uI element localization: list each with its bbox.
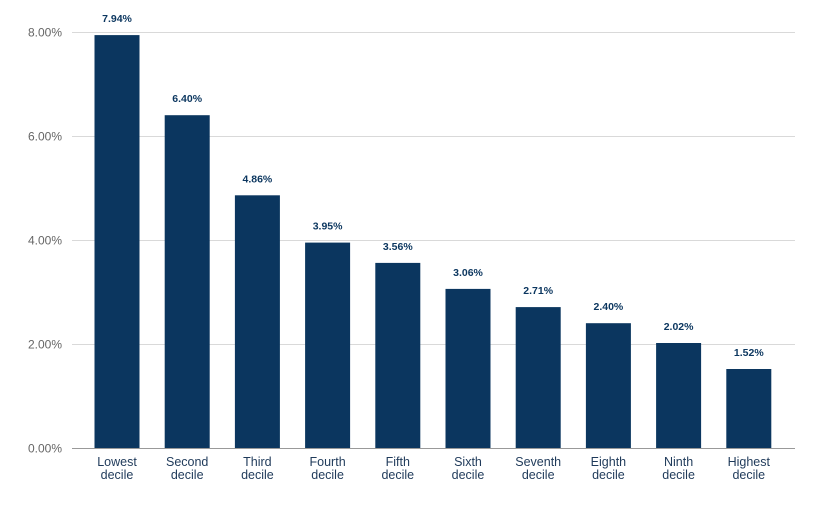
category-label-line: decile (241, 468, 274, 482)
data-labels: 7.94% 6.40% 4.86% 3.95% 3.56% 3.06% 2.71% 2.40%… (102, 13, 764, 359)
bar (305, 242, 351, 448)
category-label: Third decile (241, 455, 274, 482)
data-label: 6.40% (172, 93, 202, 105)
category-label: Fifth decile (381, 455, 414, 482)
category-label-line: Ninth (664, 455, 693, 469)
category-label: Sixth decile (452, 455, 485, 482)
y-tick-label: 6.00% (28, 130, 62, 144)
category-label-line: decile (662, 468, 695, 482)
category-label-line: decile (452, 468, 485, 482)
bar (445, 288, 491, 448)
category-label-line: Sixth (454, 455, 482, 469)
data-label: 1.52% (734, 347, 764, 359)
category-label-line: decile (381, 468, 414, 482)
y-tick-label: 2.00% (28, 338, 62, 352)
category-label: Lowest decile (97, 455, 137, 482)
category-label: Fourth decile (310, 455, 346, 482)
y-tick-label: 8.00% (28, 26, 62, 40)
data-label: 2.02% (664, 321, 694, 333)
y-tick-label: 0.00% (28, 442, 62, 456)
category-label-line: Second (166, 455, 208, 469)
data-label: 3.95% (313, 221, 343, 233)
category-label-line: decile (732, 468, 765, 482)
category-label-line: Seventh (515, 455, 561, 469)
category-label-line: decile (101, 468, 134, 482)
category-label-line: decile (592, 468, 625, 482)
category-label-line: Eighth (591, 455, 626, 469)
data-label: 3.06% (453, 267, 483, 279)
data-label: 4.86% (243, 173, 273, 185)
category-label-line: Fifth (386, 455, 410, 469)
category-label-line: decile (311, 468, 344, 482)
bar (515, 307, 561, 448)
bar (375, 262, 421, 448)
category-label: Second decile (166, 455, 208, 482)
category-label-line: Highest (728, 455, 771, 469)
category-label: Seventh decile (515, 455, 561, 482)
data-label: 3.56% (383, 241, 413, 253)
bars (94, 35, 772, 448)
category-label-line: decile (522, 468, 555, 482)
data-label: 2.40% (594, 301, 624, 313)
y-tick-label: 4.00% (28, 234, 62, 248)
category-label-line: decile (171, 468, 204, 482)
bar (234, 195, 280, 448)
category-label: Ninth decile (662, 455, 695, 482)
bar (656, 343, 702, 448)
category-label-line: Lowest (97, 455, 137, 469)
category-label-line: Third (243, 455, 272, 469)
bar (726, 369, 772, 448)
category-label: Eighth decile (591, 455, 626, 482)
data-label: 7.94% (102, 13, 132, 25)
data-label: 2.71% (523, 285, 553, 297)
y-axis-ticks: 0.00% 2.00% 4.00% 6.00% 8.00% (28, 26, 62, 456)
bar (94, 35, 140, 448)
bar (585, 323, 631, 448)
category-label: Highest decile (728, 455, 771, 482)
category-label-line: Fourth (310, 455, 346, 469)
bar (164, 115, 210, 448)
